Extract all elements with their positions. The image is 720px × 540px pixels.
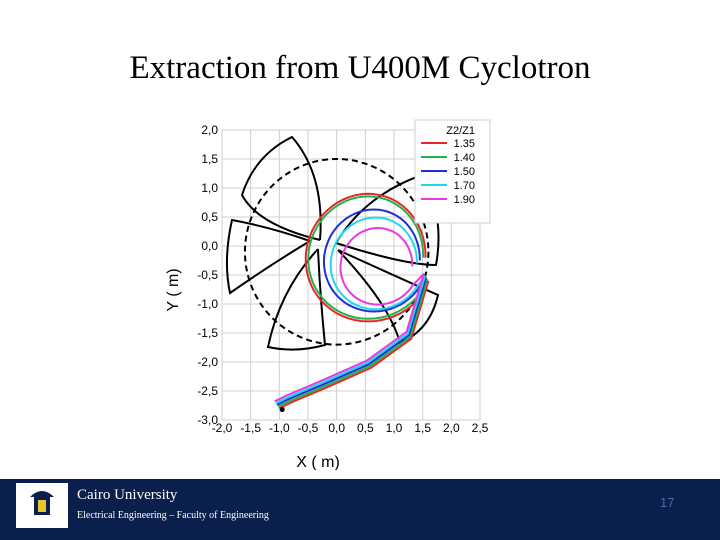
x-tick-label: 2,0: [443, 421, 460, 435]
university-logo: [16, 483, 68, 528]
y-tick-label: 1,5: [201, 152, 218, 166]
y-tick-label: 1,0: [201, 181, 218, 195]
dee-outline: [225, 218, 311, 295]
legend-label: 1.70: [454, 180, 475, 192]
logo-emblem: [30, 491, 54, 515]
series-line-1.70: [275, 216, 426, 405]
y-tick-label: -2,5: [197, 384, 218, 398]
legend-label: 1.35: [454, 138, 475, 150]
x-tick-label: -0,5: [298, 421, 319, 435]
slide-title: Extraction from U400M Cyclotron: [129, 50, 591, 86]
x-tick-label: -1,5: [240, 421, 261, 435]
y-tick-label: -3,0: [197, 413, 218, 427]
series-line-1.50: [276, 208, 428, 406]
x-tick-label: 0,0: [328, 421, 345, 435]
extraction-point: [279, 407, 285, 413]
dashed-boundary: [243, 158, 430, 346]
trajectory-chart: -2,0 -1,5 -1,0 -0,5 0,0 0,5 1,0 1,5 2,0 2,5 2,0 1,…: [165, 119, 491, 470]
y-tick-label: 0,0: [201, 239, 218, 253]
y-tick-label: -0,5: [197, 268, 218, 282]
page-number: 17: [660, 495, 675, 510]
x-tick-label: 0,5: [357, 421, 374, 435]
x-tick-label: -2,0: [212, 421, 233, 435]
dee-boundary-circle: [243, 158, 430, 346]
dee-outline: [337, 249, 440, 345]
series-line-1.35: [278, 192, 430, 410]
legend-title: Z2/Z1: [446, 125, 475, 137]
legend-label: 1.50: [454, 166, 475, 178]
university-name: Cairo University: [77, 487, 178, 503]
series-line-1.90: [274, 226, 425, 403]
legend-label: 1.40: [454, 152, 475, 164]
dee-outline: [266, 248, 327, 351]
footer-bar: [0, 479, 720, 540]
x-tick-label: 1,5: [414, 421, 431, 435]
y-tick-label: -1,0: [197, 297, 218, 311]
department-name: Electrical Engineering – Faculty of Engi…: [77, 510, 269, 521]
legend-box: [414, 119, 491, 224]
x-axis-label: X ( m): [296, 454, 340, 470]
chart-legend: Z2/Z11.35 1.40 1.50 1.70 1.90: [414, 119, 491, 224]
trajectory-series: [274, 192, 430, 413]
x-tick-label: -1,0: [269, 421, 290, 435]
x-tick-label: 2,5: [472, 421, 489, 435]
y-tick-label: -2,0: [197, 355, 218, 369]
y-tick-label: 2,0: [201, 123, 218, 137]
series-line-1.40: [277, 195, 429, 408]
y-tick-labels: 2,0 1,5 1,0 0,5 0,0 -0,5 -1,0 -1,5 -2,0 -2,5 -3,0: [197, 123, 218, 427]
legend-label: 1.90: [454, 194, 475, 206]
y-tick-label: 0,5: [201, 210, 218, 224]
x-tick-label: 1,0: [386, 421, 403, 435]
dee-outline: [240, 135, 322, 241]
x-tick-labels: -2,0 -1,5 -1,0 -0,5 0,0 0,5 1,0 1,5 2,0 2,5: [212, 421, 489, 435]
y-axis-label: Y ( m): [165, 268, 182, 311]
y-tick-label: -1,5: [197, 326, 218, 340]
